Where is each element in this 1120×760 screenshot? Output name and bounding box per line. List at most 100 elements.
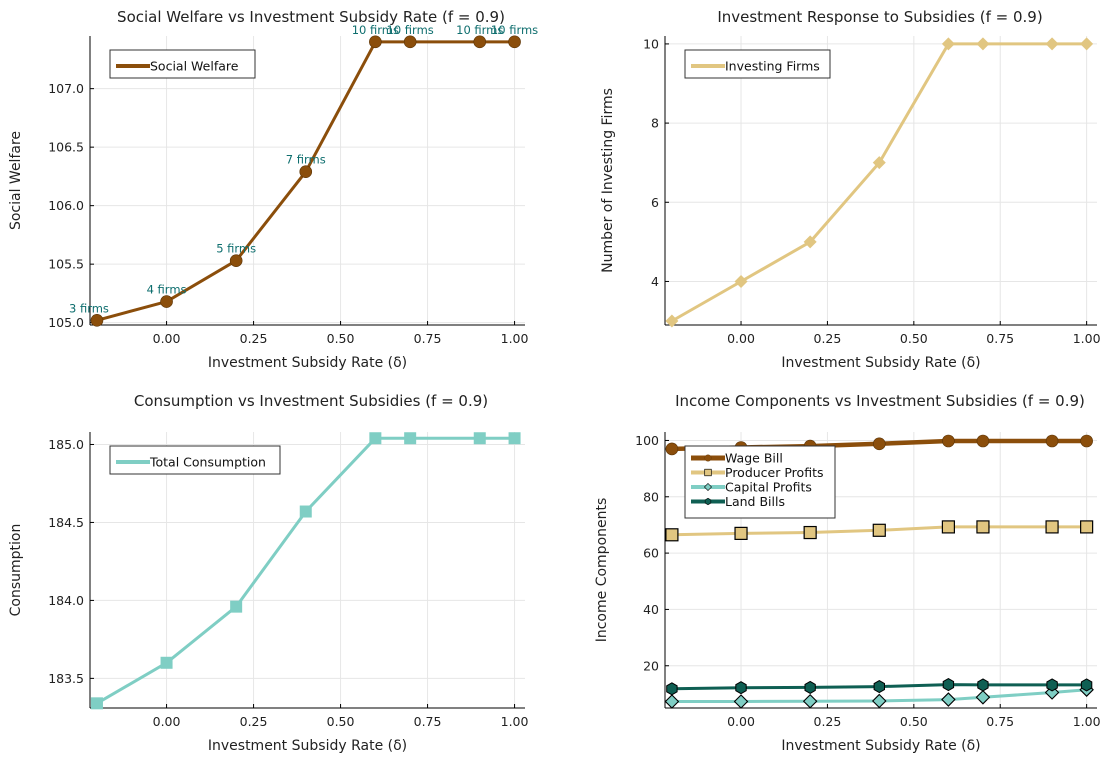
series-line <box>96 40 515 322</box>
x-tick-label: 0.00 <box>727 714 755 729</box>
y-tick-label: 10 <box>643 36 659 51</box>
point-annotation: 10 firms <box>491 23 538 37</box>
data-point <box>735 681 747 695</box>
data-point <box>941 692 956 707</box>
point-annotation: 4 firms <box>147 283 187 297</box>
data-point <box>665 528 679 542</box>
legend-label: Land Bills <box>725 494 785 509</box>
chart-panel-1: 0.00 0.25 0.50 0.75 1.00 105.0 105.5 106.0 106.5… <box>8 8 538 371</box>
y-tick-label: 60 <box>643 546 659 561</box>
point-annotation: 3 firms <box>69 301 109 315</box>
gridlines <box>90 432 525 708</box>
legend: Social Welfare <box>109 49 256 79</box>
chart-panel-4: 0.00 0.25 0.50 0.75 1.00 20 40 60 80 100 Income Co… <box>594 392 1101 754</box>
x-axis-label: Investment Subsidy Rate (δ) <box>781 355 980 371</box>
legend-label: Producer Profits <box>725 465 823 480</box>
y-axis-label: Social Welfare <box>8 131 24 230</box>
x-axis-label: Investment Subsidy Rate (δ) <box>208 355 407 371</box>
data-point <box>299 165 313 179</box>
data-point <box>1080 678 1093 692</box>
x-tick-label: 0.25 <box>814 714 842 729</box>
x-tick-label: 0.75 <box>986 714 1014 729</box>
data-point <box>1045 520 1059 534</box>
legend-marker <box>704 468 712 477</box>
y-tick-label: 105.5 <box>48 257 84 272</box>
data-point <box>976 37 990 51</box>
gridlines <box>90 36 525 325</box>
point-annotation: 10 firms <box>387 23 434 37</box>
data-point <box>1080 520 1094 534</box>
data-point <box>734 526 748 540</box>
data-point <box>299 505 312 518</box>
y-tick-label: 8 <box>651 116 659 131</box>
data-point <box>664 694 680 709</box>
legend-marker <box>704 454 712 462</box>
legend-label: Capital Profits <box>725 480 812 495</box>
data-point <box>403 35 417 49</box>
series-line <box>671 42 1087 323</box>
legend-marker <box>704 497 712 506</box>
x-tick-label: 1.00 <box>1073 714 1101 729</box>
y-tick-label: 106.5 <box>48 140 84 155</box>
data-point <box>803 525 817 540</box>
data-point <box>871 693 887 709</box>
data-point <box>1080 434 1093 448</box>
legend-label: Total Consumption <box>149 455 266 470</box>
legend: Total Consumption <box>109 445 281 475</box>
point-annotation: 7 firms <box>286 153 326 167</box>
y-axis-label: Consumption <box>8 524 24 617</box>
data-point <box>941 37 955 51</box>
legend-label: Investing Firms <box>725 59 820 74</box>
data-point <box>1045 434 1059 448</box>
data-point <box>665 314 679 328</box>
y-tick-label: 183.5 <box>48 671 84 686</box>
point-annotation: 5 firms <box>216 242 256 256</box>
series-capital-profits <box>664 682 1094 709</box>
series-total-consumption <box>90 432 521 710</box>
series-line <box>671 683 1087 691</box>
x-axis-label: Investment Subsidy Rate (δ) <box>781 738 980 754</box>
data-point <box>803 235 817 249</box>
series-land-bills <box>666 678 1093 696</box>
x-tick-label: 0.00 <box>727 331 755 346</box>
data-point <box>872 156 886 170</box>
gridlines <box>665 36 1097 325</box>
x-tick-label: 0.50 <box>900 714 928 729</box>
data-point <box>90 314 104 327</box>
data-point <box>665 442 679 456</box>
y-tick-label: 105.0 <box>48 315 84 330</box>
chart-title: Investment Response to Subsidies (f = 0.… <box>717 8 1042 26</box>
data-point <box>404 432 417 445</box>
y-tick-label: 4 <box>651 274 659 289</box>
data-point <box>941 520 955 534</box>
series-line <box>96 436 515 705</box>
x-tick-label: 0.50 <box>327 714 355 729</box>
y-tick-label: 107.0 <box>48 81 84 96</box>
series-investing-firms <box>665 37 1094 328</box>
point-annotation: 10 firms <box>352 23 399 37</box>
y-tick-label: 100 <box>635 433 659 448</box>
data-point <box>975 690 991 705</box>
series-line <box>671 525 1087 537</box>
data-point <box>508 432 521 445</box>
data-point <box>804 680 816 694</box>
y-tick-label: 6 <box>651 195 659 210</box>
data-point <box>942 678 955 692</box>
point-annotation: 10 firms <box>456 23 503 37</box>
data-point <box>508 35 521 49</box>
x-tick-label: 0.00 <box>153 331 181 346</box>
data-point <box>942 434 955 448</box>
legend-label: Social Welfare <box>150 59 239 74</box>
data-point <box>873 680 885 694</box>
y-tick-label: 184.0 <box>48 593 84 608</box>
y-axis-label: Income Components <box>594 498 610 643</box>
x-tick-label: 0.25 <box>240 331 268 346</box>
x-axis-label: Investment Subsidy Rate (δ) <box>208 738 407 754</box>
x-tick-label: 0.75 <box>986 331 1014 346</box>
data-point <box>90 697 103 710</box>
data-point <box>976 520 990 534</box>
x-tick-label: 0.50 <box>900 331 928 346</box>
chart-title: Social Welfare vs Investment Subsidy Rat… <box>117 8 505 26</box>
